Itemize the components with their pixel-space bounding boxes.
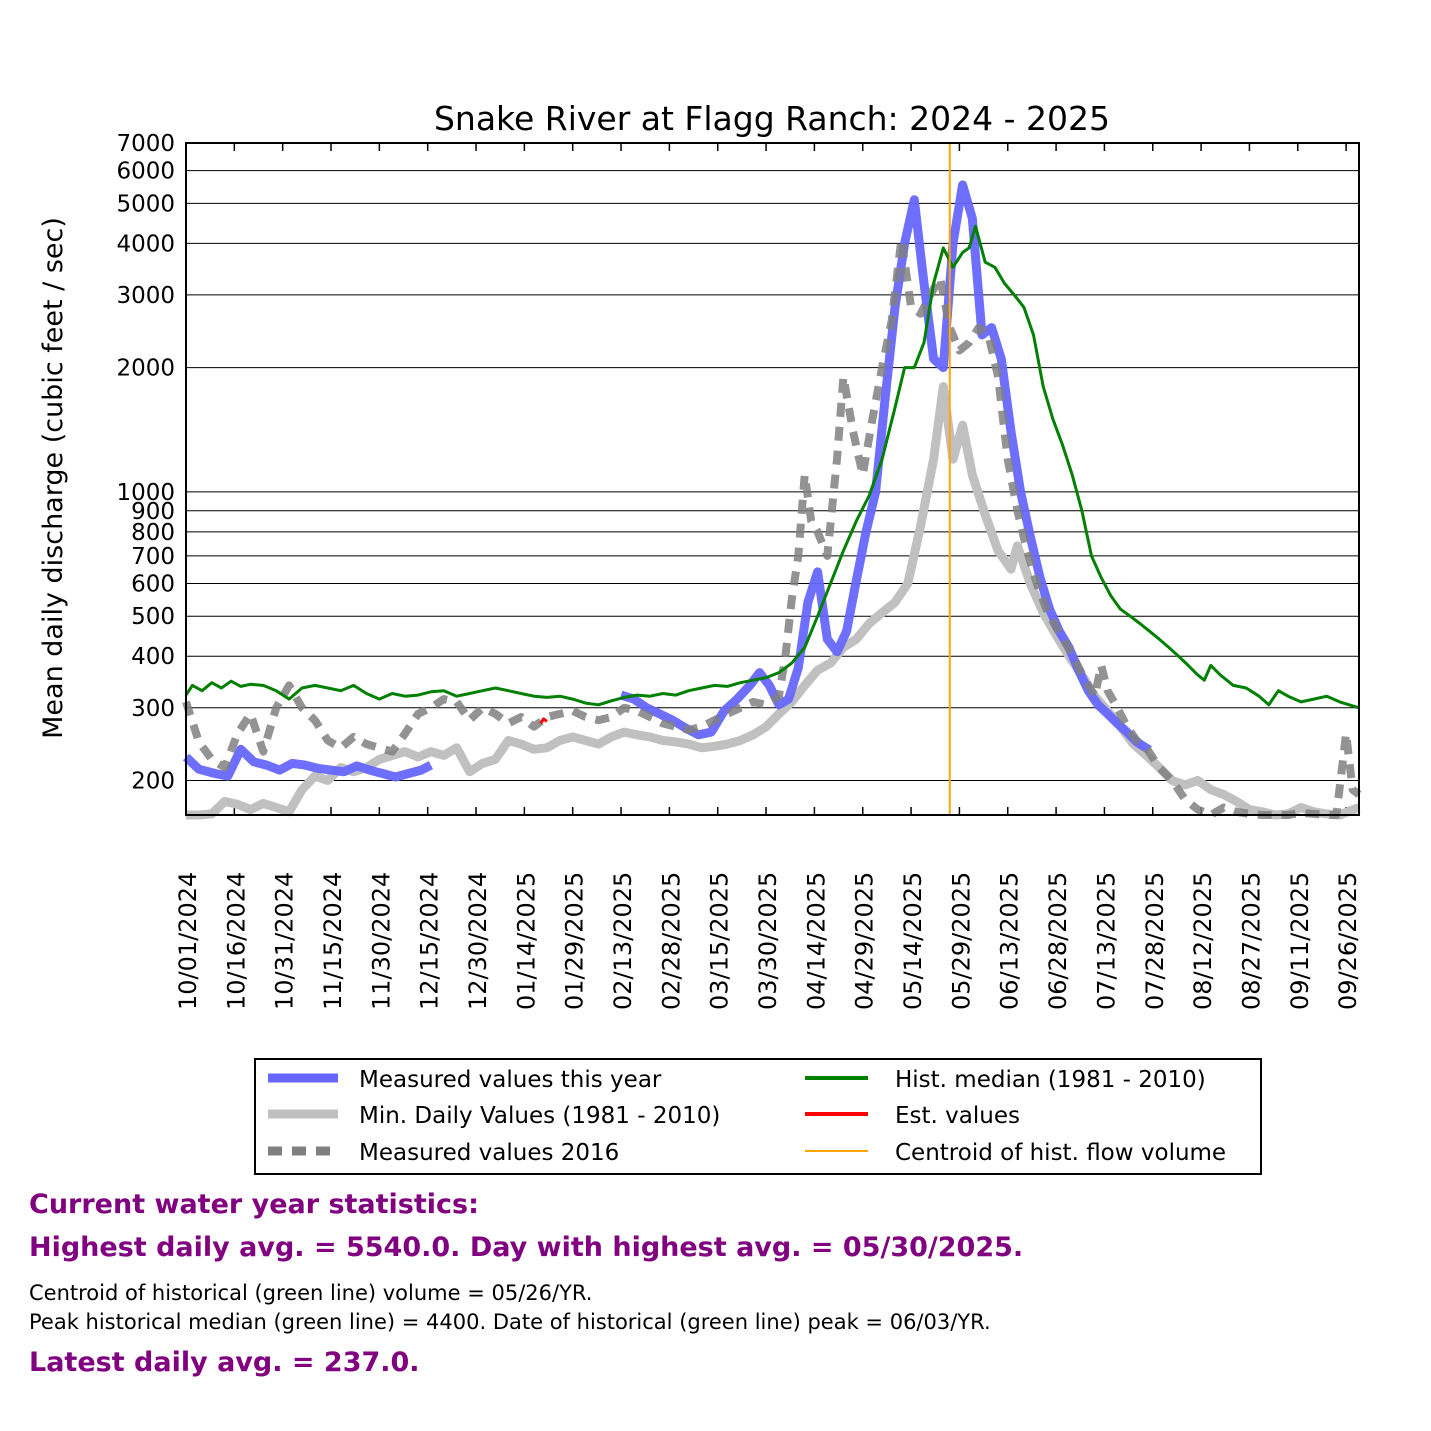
- chart-title: Snake River at Flagg Ranch: 2024 - 2025: [434, 99, 1110, 138]
- stats-heading: Current water year statistics:: [29, 1189, 479, 1220]
- plot-frame: [185, 142, 1360, 816]
- y-tick-label: 5000: [116, 191, 175, 217]
- legend-label-2016: Measured values 2016: [359, 1140, 619, 1166]
- x-tick-label: 09/26/2025: [1334, 872, 1362, 1010]
- y-tick-label: 700: [131, 544, 175, 570]
- x-tick-label: 01/14/2025: [512, 872, 540, 1010]
- y-tick-label: 500: [131, 604, 175, 630]
- y-tick-label: 2000: [116, 356, 175, 382]
- x-tick-label: 05/29/2025: [947, 872, 975, 1010]
- gridlines: [186, 142, 1359, 782]
- y-tick-label: 7000: [116, 131, 175, 157]
- plot-area: [182, 143, 1362, 820]
- stats-latest: Latest daily avg. = 237.0.: [29, 1347, 420, 1378]
- x-tick-label: 10/16/2024: [222, 872, 250, 1010]
- y-tick-label: 300: [131, 696, 175, 722]
- y-tick-label: 800: [131, 520, 175, 546]
- stats-peak: Peak historical median (green line) = 44…: [29, 1310, 991, 1334]
- x-tick-label: 03/15/2025: [706, 872, 734, 1010]
- series-measured-values-2016: [182, 234, 1362, 819]
- legend: Measured values this year Min. Daily Val…: [254, 1058, 1262, 1175]
- x-tick-label: 03/30/2025: [754, 872, 782, 1010]
- stats-highest: Highest daily avg. = 5540.0. Day with hi…: [29, 1232, 1024, 1263]
- x-tick-label: 11/30/2024: [367, 872, 395, 1010]
- y-tick-label: 400: [131, 644, 175, 670]
- x-tick-label: 06/13/2025: [996, 872, 1024, 1010]
- x-tick-label: 12/30/2024: [464, 872, 492, 1010]
- legend-label-est: Est. values: [895, 1103, 1020, 1129]
- x-tick-label: 10/31/2024: [271, 872, 299, 1010]
- y-tick-label: 4000: [116, 231, 175, 257]
- y-tick-label: 200: [131, 769, 175, 795]
- x-tick-label: 01/29/2025: [561, 872, 589, 1010]
- x-tick-label: 06/28/2025: [1044, 872, 1072, 1010]
- legend-label-min: Min. Daily Values (1981 - 2010): [359, 1103, 720, 1129]
- x-tick-label: 04/29/2025: [851, 872, 879, 1010]
- x-tick-label: 07/13/2025: [1092, 872, 1120, 1010]
- x-tick-label: 05/14/2025: [899, 872, 927, 1010]
- x-tick-labels: 10/01/2024 10/16/2024 10/31/2024 11/15/2024…: [174, 872, 1362, 1010]
- x-tick-label: 02/28/2025: [657, 872, 685, 1010]
- x-tick-label: 08/27/2025: [1237, 872, 1265, 1010]
- y-tick-label: 6000: [116, 159, 175, 185]
- legend-label-median: Hist. median (1981 - 2010): [895, 1067, 1206, 1093]
- y-tick-label: 600: [131, 572, 175, 598]
- x-tick-label: 09/11/2025: [1286, 872, 1314, 1010]
- x-tick-label: 11/15/2024: [319, 872, 347, 1010]
- legend-label-centroid: Centroid of hist. flow volume: [895, 1140, 1226, 1166]
- y-tick-label: 3000: [116, 283, 175, 309]
- legend-label-measured: Measured values this year: [359, 1067, 662, 1093]
- x-tick-label: 02/13/2025: [609, 872, 637, 1010]
- x-tick-label: 08/12/2025: [1189, 872, 1217, 1010]
- x-tick-label: 07/28/2025: [1141, 872, 1169, 1010]
- y-tick-label: 900: [131, 499, 175, 525]
- x-tick-label: 10/01/2024: [174, 872, 202, 1010]
- y-tick-label: 1000: [116, 480, 175, 506]
- stats-centroid: Centroid of historical (green line) volu…: [29, 1281, 593, 1305]
- series-min-daily-values-1981-2010: [186, 382, 1361, 820]
- x-tick-label: 04/14/2025: [802, 872, 830, 1010]
- y-axis-label: Mean daily discharge (cubic feet / sec): [38, 217, 69, 739]
- series-est-values: [539, 717, 548, 725]
- series-measured-values-this-year: [182, 744, 433, 782]
- x-tick-label: 12/15/2024: [416, 872, 444, 1010]
- series-hist-median-1981-2010: [184, 224, 1360, 710]
- legend-frame: [254, 1058, 1262, 1175]
